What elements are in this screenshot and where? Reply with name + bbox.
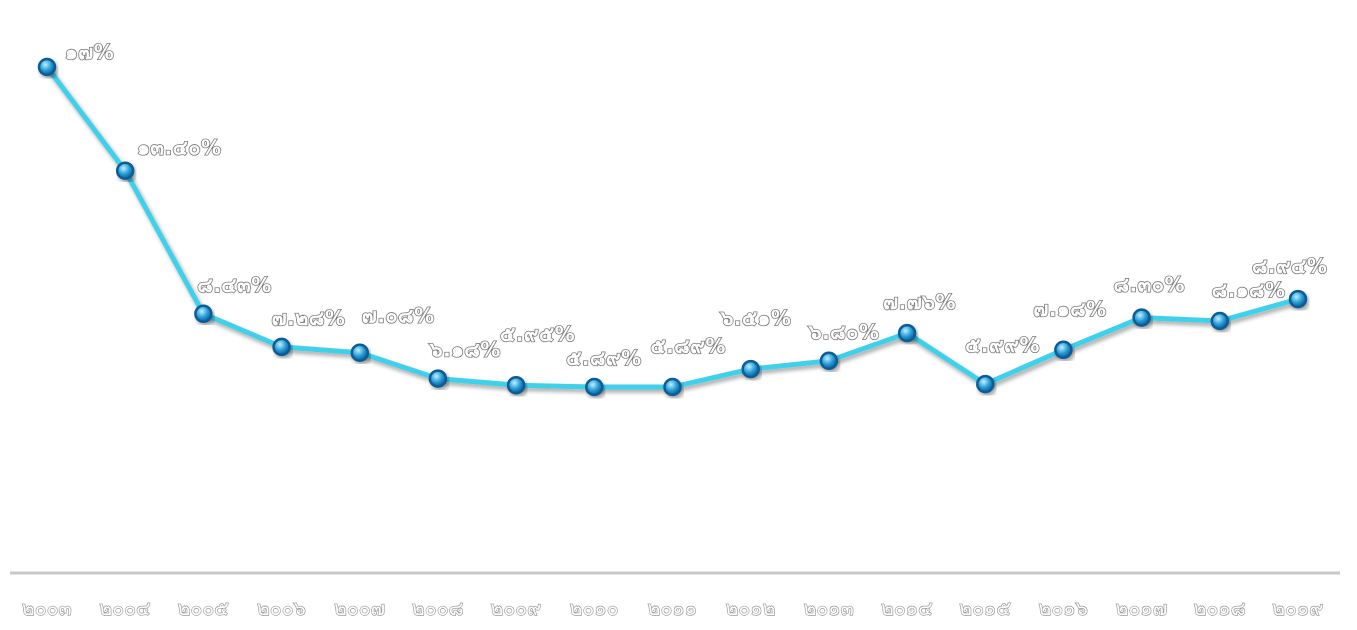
x-tick-label: ๒๐๐๓: [22, 598, 72, 620]
data-label: ๑๗%: [65, 40, 114, 64]
data-label: ๖.๑๘%: [429, 338, 501, 362]
data-label: ๕.๘๙%: [651, 334, 726, 358]
data-point: [350, 343, 370, 362]
data-point: [428, 369, 448, 388]
data-label: ๕.๘๙%: [566, 346, 641, 370]
data-point: [506, 375, 526, 395]
data-point: [1210, 311, 1230, 331]
data-label: ๗.๑๘%: [1033, 297, 1106, 321]
x-tick-label: ๒๐๐๔: [100, 598, 151, 620]
data-point: [115, 161, 135, 180]
x-tick-label: ๒๐๑๗: [1116, 598, 1168, 620]
data-point: [741, 359, 760, 379]
data-point: [897, 323, 917, 343]
x-tick-label: ๒๐๑๔: [881, 598, 933, 620]
data-point: [585, 377, 604, 397]
data-point: [663, 377, 682, 397]
data-label: ๘.๔๓%: [197, 273, 271, 297]
data-label: ๗.๗๖%: [883, 290, 956, 314]
x-tick-label: ๒๐๑๐: [570, 598, 619, 620]
x-tick-label: ๒๐๐๘: [412, 598, 464, 620]
marker-layer: [37, 57, 1308, 397]
x-tick-label: ๒๐๑๒: [726, 598, 776, 620]
data-label: ๑๓.๔๐%: [137, 136, 221, 160]
data-label: ๘.๓๐%: [1114, 273, 1185, 297]
data-point: [1288, 289, 1308, 309]
data-label: ๘.๙๔%: [1252, 254, 1327, 278]
data-label-layer: ๑๗%๑๓.๔๐%๘.๔๓%๗.๒๘% ๗.๐๘%๖.๑๘%๕.๙๕%๕.๘๙% ๕…: [64, 39, 1327, 371]
data-label: ๖.๕๑%: [720, 306, 792, 330]
x-tick-label: ๒๐๐๕: [178, 598, 229, 620]
x-tick-label: ๒๐๐๖: [257, 598, 306, 620]
data-label: ๕.๙๕%: [500, 322, 575, 346]
data-point: [194, 304, 213, 324]
data-point: [37, 57, 57, 77]
x-tick-label: ๒๐๑๑: [648, 598, 697, 620]
data-label: ๗.๐๘%: [362, 304, 435, 328]
data-label: ๕.๙๙%: [965, 333, 1040, 357]
x-tick-label: ๒๐๐๗: [334, 598, 385, 620]
data-point: [272, 337, 291, 357]
x-tick-layer: ๒๐๐๓ ๒๐๐๔ ๒๐๐๕ ๒๐๐๖ ๒๐๐๗ ๒๐๐๘ ๒๐๐๙ ๒๐๑๐ ๒๐๑๑ ๒๐๑๒…: [21, 597, 1324, 620]
data-point: [976, 374, 995, 394]
data-label: ๖.๘๐%: [808, 320, 879, 344]
x-tick-label: ๒๐๑๕: [959, 598, 1011, 620]
data-point: [1054, 340, 1073, 360]
data-label: ๗.๒๘%: [272, 306, 346, 330]
x-tick-label: ๒๐๑๓: [804, 598, 854, 620]
x-tick-label: ๒๐๑๖: [1039, 598, 1088, 620]
x-tick-label: ๒๐๐๙: [491, 598, 542, 620]
data-point: [819, 351, 839, 371]
x-tick-label: ๒๐๑๙: [1272, 598, 1323, 620]
data-point: [1132, 308, 1151, 327]
data-label: ๘.๑๘%: [1212, 278, 1286, 302]
x-tick-label: ๒๐๑๘: [1194, 598, 1246, 620]
